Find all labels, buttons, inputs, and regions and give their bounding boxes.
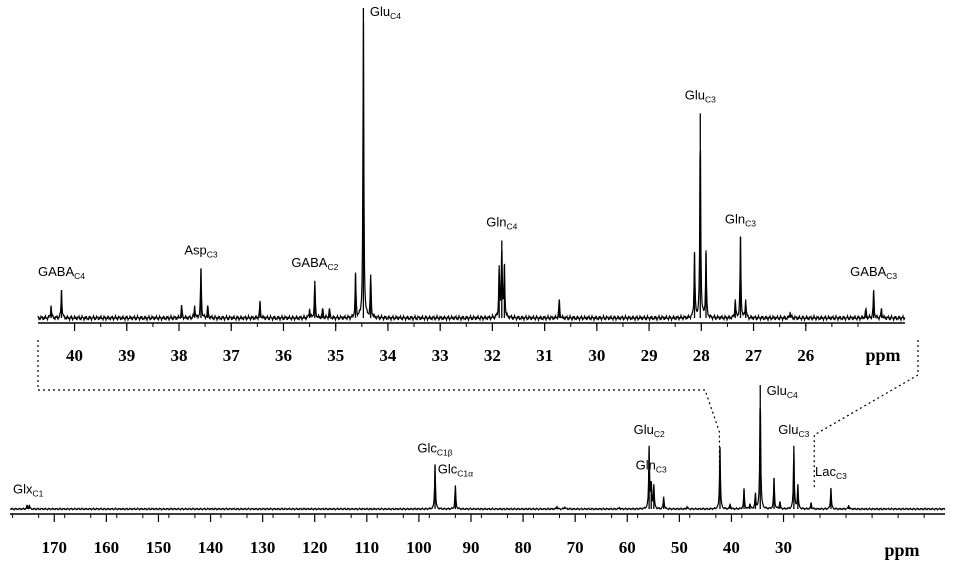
peak-annotation-subscript: C3 bbox=[207, 249, 218, 259]
peak-annotation: LacC3 bbox=[815, 464, 847, 481]
x-tick-label: 29 bbox=[641, 346, 658, 365]
peak-annotation: GlnC4 bbox=[486, 215, 517, 232]
peak-annotation-name: Glu bbox=[767, 383, 787, 398]
full-spectrum-panel: 170 160 150 140 130 120 110 100 90 80 70 60 50 40 30 pp… bbox=[9, 383, 946, 560]
x-tick-label: 30 bbox=[775, 538, 792, 557]
peak-annotation-subscript: C2 bbox=[654, 429, 665, 439]
peak-annotation-subscript: C4 bbox=[787, 390, 798, 400]
peak-annotation: GABAC2 bbox=[291, 255, 338, 272]
peak-annotation: AspC3 bbox=[184, 242, 218, 259]
peak-annotation: GABAC3 bbox=[850, 264, 897, 281]
peak-annotation: GluC3 bbox=[685, 87, 716, 104]
peak-annotation-name: Glc bbox=[417, 440, 437, 455]
x-tick-label: 160 bbox=[94, 538, 120, 557]
peak-annotation-subscript: C3 bbox=[836, 471, 847, 481]
zoom-connector-left bbox=[37, 340, 721, 490]
x-tick-label: 38 bbox=[171, 346, 188, 365]
peak-annotation-subscript: C3 bbox=[886, 271, 897, 281]
x-tick-label: 34 bbox=[379, 346, 397, 365]
peak-annotation-name: Asp bbox=[184, 242, 206, 257]
x-tick-label: 120 bbox=[302, 538, 328, 557]
peak-annotation: GluC2 bbox=[634, 422, 665, 439]
peak-annotation: GlnC3 bbox=[725, 211, 756, 228]
peak-annotation-name: Glx bbox=[13, 481, 33, 496]
peak-annotation: GluC4 bbox=[767, 383, 798, 400]
zoom-region-connector bbox=[37, 340, 919, 490]
peak-annotation-name: Glu bbox=[685, 87, 705, 102]
x-tick-label: 140 bbox=[198, 538, 224, 557]
x-axis-unit-label: ppm bbox=[865, 345, 900, 365]
peak-annotation: GlcC1β bbox=[417, 440, 452, 457]
peak-annotation-name: Lac bbox=[815, 464, 836, 479]
x-tick-label: 40 bbox=[66, 346, 83, 365]
peak-annotation-subscript: C3 bbox=[799, 429, 810, 439]
x-tick-label: 26 bbox=[797, 346, 814, 365]
peak-annotation-name: Glu bbox=[370, 4, 390, 19]
peak-annotation-name: Gln bbox=[725, 211, 745, 226]
x-tick-label: 27 bbox=[745, 346, 763, 365]
peak-annotation-name: Gln bbox=[636, 458, 656, 473]
x-tick-label: 170 bbox=[42, 538, 68, 557]
x-tick-label: 70 bbox=[567, 538, 584, 557]
x-axis-unit-label: ppm bbox=[884, 540, 919, 560]
x-tick-label: 30 bbox=[588, 346, 605, 365]
x-tick-label: 100 bbox=[406, 538, 432, 557]
x-tick-label: 36 bbox=[275, 346, 292, 365]
x-tick-label: 130 bbox=[250, 538, 276, 557]
peak-annotation: GluC4 bbox=[370, 4, 401, 21]
x-tick-label: 40 bbox=[723, 538, 740, 557]
x-tick-label: 31 bbox=[536, 346, 553, 365]
x-tick-label: 90 bbox=[462, 538, 479, 557]
spectrum-trace bbox=[37, 22, 906, 323]
peak-annotation-subscript: C1β bbox=[437, 447, 453, 457]
x-tick-label: 37 bbox=[223, 346, 241, 365]
x-tick-label: 35 bbox=[327, 346, 344, 365]
peak-annotation-subscript: C1 bbox=[33, 488, 44, 498]
x-tick-label: 33 bbox=[432, 346, 449, 365]
peak-annotation-name: GABA bbox=[291, 255, 327, 270]
x-tick-label: 150 bbox=[146, 538, 172, 557]
expanded-spectrum-panel: 40 39 38 37 36 35 34 33 32 31 30 29 28 27 26 ppmGABAC4A… bbox=[37, 4, 906, 365]
peak-annotation-name: Gln bbox=[486, 215, 506, 230]
peak-annotation: GlxC1 bbox=[13, 481, 44, 498]
x-tick-label: 32 bbox=[484, 346, 501, 365]
peak-annotation-subscript: C4 bbox=[390, 11, 401, 21]
peak-annotation: GlcC1α bbox=[438, 461, 473, 478]
x-tick-label: 28 bbox=[693, 346, 710, 365]
peak-annotation: GABAC4 bbox=[38, 264, 85, 281]
spectrum-trace bbox=[9, 407, 946, 511]
x-tick-label: 39 bbox=[118, 346, 135, 365]
x-tick-label: 80 bbox=[515, 538, 532, 557]
peak-annotation-name: Glu bbox=[778, 422, 798, 437]
x-tick-label: 60 bbox=[619, 538, 636, 557]
peak-annotation-subscript: C4 bbox=[506, 222, 517, 232]
peak-annotation-subscript: C4 bbox=[74, 271, 85, 281]
peak-annotation-subscript: C3 bbox=[705, 94, 716, 104]
peak-annotation-name: GABA bbox=[38, 264, 74, 279]
peak-annotation-subscript: C1α bbox=[457, 468, 473, 478]
x-tick-label: 110 bbox=[355, 538, 380, 557]
peak-annotation: GlnC3 bbox=[636, 458, 667, 475]
peak-annotation-subscript: C3 bbox=[745, 218, 756, 228]
peak-annotation-name: GABA bbox=[850, 264, 886, 279]
peak-annotation: GluC3 bbox=[778, 422, 809, 439]
peak-annotation-subscript: C2 bbox=[327, 262, 338, 272]
peak-annotation-name: Glc bbox=[438, 461, 458, 476]
peak-annotation-subscript: C3 bbox=[656, 465, 667, 475]
peak-annotation-name: Glu bbox=[634, 422, 654, 437]
x-tick-label: 50 bbox=[671, 538, 688, 557]
